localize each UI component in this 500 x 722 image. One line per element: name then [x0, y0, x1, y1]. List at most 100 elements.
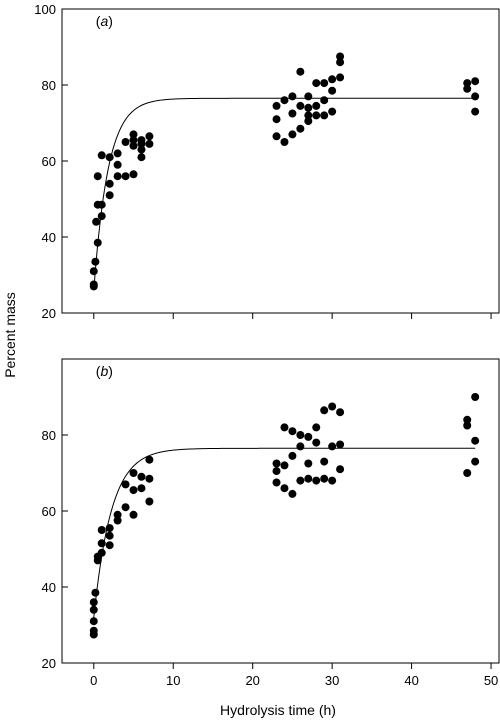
data-point — [288, 489, 297, 498]
data-point — [272, 132, 281, 141]
data-point — [145, 497, 154, 506]
data-point — [272, 459, 281, 468]
data-point — [304, 459, 313, 468]
data-point — [312, 111, 321, 120]
data-point — [113, 510, 122, 519]
data-point — [93, 238, 102, 247]
data-point — [105, 541, 114, 550]
data-point — [145, 474, 154, 483]
data-point — [463, 469, 472, 477]
data-point — [304, 103, 313, 112]
data-point — [471, 457, 480, 466]
data-point — [121, 138, 130, 146]
data-point — [320, 406, 329, 415]
data-point — [312, 79, 321, 88]
data-point — [129, 141, 138, 150]
data-point — [113, 160, 122, 169]
data-point — [336, 465, 345, 474]
x-tick-label: 30 — [325, 673, 339, 688]
data-point — [471, 436, 480, 445]
data-point — [463, 421, 472, 430]
data-point — [121, 172, 130, 181]
data-point — [280, 423, 289, 432]
data-point — [129, 130, 138, 139]
data-point — [320, 79, 329, 88]
y-tick-label: 40 — [42, 230, 56, 245]
data-point — [272, 115, 281, 124]
fit-curve — [93, 97, 476, 291]
data-point — [97, 548, 106, 557]
data-point — [328, 442, 337, 451]
y-tick-label: 80 — [42, 428, 56, 443]
data-point — [288, 427, 297, 436]
panel-label: (b) — [96, 363, 113, 379]
y-tick-label: 60 — [42, 154, 56, 169]
data-point — [91, 257, 100, 266]
data-point — [336, 408, 345, 417]
y-tick-label: 20 — [42, 306, 56, 321]
panel-b: 20 40 60 80 0 10 20 30 40 50 (b) — [42, 358, 500, 688]
fit-curve — [93, 447, 476, 618]
data-point — [129, 486, 138, 495]
data-point — [471, 107, 480, 116]
data-point — [304, 92, 313, 101]
data-point — [463, 415, 472, 424]
data-point — [312, 438, 321, 447]
data-point — [328, 86, 337, 95]
data-point — [296, 442, 305, 451]
data-point — [304, 111, 313, 120]
data-point — [336, 58, 345, 67]
data-point — [471, 393, 480, 401]
data-point — [129, 469, 138, 477]
x-tick-label: 40 — [404, 673, 418, 688]
data-point — [320, 474, 329, 483]
data-point — [463, 79, 472, 88]
data-point — [296, 67, 305, 76]
data-point — [296, 124, 305, 133]
data-point — [89, 626, 98, 635]
data-point — [312, 476, 321, 485]
data-point — [328, 402, 337, 411]
data-point — [145, 139, 154, 148]
data-point — [288, 451, 297, 460]
data-point — [89, 617, 98, 626]
panel-label: (a) — [96, 13, 113, 29]
data-point — [145, 455, 154, 464]
y-tick-label: 80 — [42, 78, 56, 93]
data-point — [97, 539, 106, 548]
plot-frame — [61, 8, 500, 314]
data-point — [320, 96, 329, 105]
data-point — [304, 432, 313, 441]
data-point — [93, 172, 102, 181]
data-point — [121, 503, 130, 512]
data-point — [89, 267, 98, 276]
data-point — [272, 478, 281, 487]
data-point — [288, 92, 297, 101]
data-point — [272, 101, 281, 110]
x-axis-title: Hydrolysis time (h) — [220, 702, 336, 718]
y-tick-label: 60 — [42, 504, 56, 519]
data-point — [312, 101, 321, 110]
data-point — [312, 423, 321, 432]
data-point — [296, 101, 305, 110]
x-tick-label: 20 — [245, 673, 259, 688]
data-point — [288, 130, 297, 139]
data-point — [296, 431, 305, 439]
data-point — [137, 136, 146, 145]
data-point — [328, 107, 337, 116]
data-point — [97, 200, 106, 209]
data-point — [296, 476, 305, 485]
data-point — [97, 526, 106, 534]
data-point — [121, 480, 130, 489]
data-point — [336, 73, 345, 82]
x-tick-label: 50 — [484, 673, 498, 688]
data-point — [280, 461, 289, 470]
data-point — [328, 476, 337, 485]
data-point — [97, 212, 106, 221]
x-tick-label: 10 — [166, 673, 180, 688]
data-point — [280, 138, 289, 146]
data-point — [105, 524, 114, 533]
plot-frame — [61, 358, 500, 664]
data-point — [471, 92, 480, 101]
